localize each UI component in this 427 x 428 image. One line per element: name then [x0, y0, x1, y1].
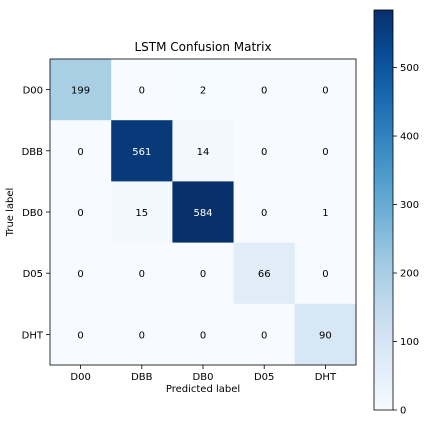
heatmap-cell: [294, 303, 357, 366]
cell-value-label: 0: [77, 147, 83, 158]
colorbar-frame: [373, 9, 394, 411]
heatmap-cell: [172, 303, 235, 366]
cell-value-label: 0: [77, 330, 83, 341]
colorbar-tick-label: 0: [400, 406, 406, 417]
colorbar-gradient: [374, 10, 393, 410]
cell-value-label: 0: [261, 86, 267, 97]
cell-value-label: 199: [71, 86, 90, 97]
heatmap-cell: [172, 120, 235, 182]
heatmap-cells: 199 0 2 0 0 0 561 14 0 0 0 15 584 0 1 0 0 0 66 0 0 0 0 0 90: [50, 59, 357, 366]
y-tick-label: D05: [23, 269, 43, 280]
cell-value-label: 561: [132, 147, 151, 158]
cell-value-label: 0: [200, 330, 206, 341]
chart-title: LSTM Confusion Matrix: [134, 40, 271, 54]
cell-value-label: 584: [193, 208, 212, 219]
heatmap-cell: [111, 181, 173, 244]
heatmap-cell: [294, 120, 357, 182]
x-tick-label: D00: [70, 372, 90, 383]
cell-value-label: 0: [77, 208, 83, 219]
heatmap-cell: [294, 242, 357, 305]
cell-value-label: 0: [322, 147, 328, 158]
cell-value-label: 2: [200, 86, 206, 97]
y-tick-label: D00: [23, 86, 43, 97]
heatmap-cell: [50, 59, 112, 121]
cell-value-label: 14: [197, 147, 210, 158]
cell-value-label: 0: [139, 269, 145, 280]
y-tick-label: DHT: [22, 330, 44, 341]
heatmap-cell: [111, 59, 173, 121]
colorbar-tick-label: 100: [400, 337, 419, 348]
colorbar-tick-label: 300: [400, 200, 419, 211]
y-axis-label: True label: [5, 188, 16, 238]
colorbar: 0 100 200 300 400 500: [373, 9, 419, 417]
x-tick-label: D05: [254, 372, 274, 383]
heatmap-cell: [172, 59, 235, 121]
heatmap-cell: [172, 242, 235, 305]
heatmap-cell: [294, 181, 357, 244]
heatmap-cell: [233, 303, 296, 366]
heatmap-cell: [111, 120, 173, 182]
colorbar-tick-label: 200: [400, 269, 419, 280]
heatmap-cell: [50, 120, 112, 182]
heatmap-cell: [233, 120, 296, 182]
cell-value-label: 0: [77, 269, 83, 280]
x-tick-label: DHT: [315, 372, 337, 383]
heatmap-cell: [233, 59, 296, 121]
cell-value-label: 0: [261, 147, 267, 158]
x-axis-label: Predicted label: [166, 384, 240, 395]
y-tick-label: DBB: [22, 147, 44, 158]
heatmap-cell: [50, 303, 112, 366]
heatmap-cell: [111, 242, 173, 305]
heatmap-cell: [233, 181, 296, 244]
cell-value-label: 0: [139, 86, 145, 97]
heatmap-cell: [50, 242, 112, 305]
cell-value-label: 15: [135, 208, 148, 219]
heatmap-cell: [172, 181, 235, 244]
cell-value-label: 0: [261, 330, 267, 341]
heatmap-cell: [294, 59, 357, 121]
cell-value-label: 0: [322, 269, 328, 280]
y-tick-label: DB0: [22, 208, 43, 219]
colorbar-tick-label: 400: [400, 132, 419, 143]
cell-value-label: 0: [322, 86, 328, 97]
cell-value-label: 1: [322, 208, 328, 219]
x-tick-label: DBB: [131, 372, 153, 383]
cell-value-label: 0: [200, 269, 206, 280]
cell-value-label: 66: [258, 269, 271, 280]
x-tick-label: DB0: [193, 372, 214, 383]
colorbar-tick-label: 500: [400, 63, 419, 74]
heatmap-cell: [50, 181, 112, 244]
heatmap-axes: D00 DBB DB0 D05 DHT D00 DBB DB0 D05 DHT: [22, 58, 357, 383]
cell-value-label: 0: [139, 330, 145, 341]
heatmap-cell: [233, 242, 296, 305]
heatmap-cell: [111, 303, 173, 366]
cell-value-label: 90: [319, 330, 332, 341]
cell-value-label: 0: [261, 208, 267, 219]
